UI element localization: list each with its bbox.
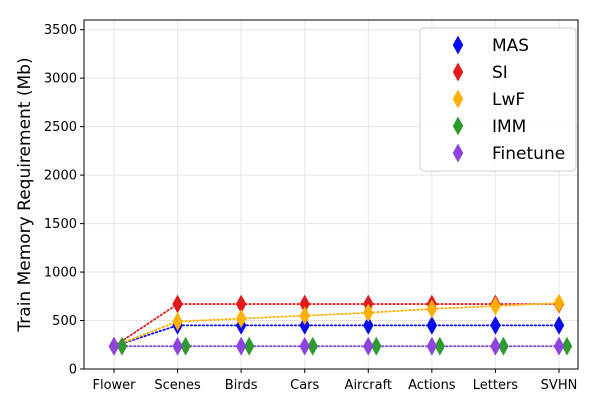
marker-imm-cars bbox=[307, 336, 318, 356]
x-tick-label-actions: Actions bbox=[408, 378, 456, 393]
x-axis: Flower Scenes Birds Cars Aircraft Actions Lett… bbox=[92, 369, 577, 393]
marker-imm-birds bbox=[243, 336, 255, 356]
x-tick-label-letters: Letters bbox=[473, 378, 519, 393]
legend-marker-si bbox=[452, 62, 464, 82]
x-tick-label-flower: Flower bbox=[92, 378, 136, 393]
marker-finetune-aircraft bbox=[363, 336, 374, 356]
marker-finetune-svhn bbox=[553, 336, 565, 356]
marker-imm-actions bbox=[434, 336, 446, 356]
marker-lwf-aircraft bbox=[363, 303, 374, 323]
marker-finetune-cars bbox=[299, 336, 310, 356]
y-axis-label: Train Memory Requirement (Mb) bbox=[15, 57, 35, 332]
legend: MAS SI LwF IMM Finetune bbox=[419, 27, 577, 172]
marker-imm-flower bbox=[116, 336, 128, 356]
marker-finetune-flower bbox=[108, 336, 120, 356]
marker-lwf-scenes bbox=[172, 311, 183, 332]
marker-mas-svhn bbox=[553, 315, 565, 335]
y-tick-label: 0 bbox=[69, 363, 77, 378]
marker-lwf-actions bbox=[426, 299, 438, 319]
y-tick-label: 1500 bbox=[44, 217, 77, 232]
x-tick-label-svhn: SVHN bbox=[541, 378, 578, 393]
x-tick-label-cars: Cars bbox=[290, 378, 319, 393]
y-tick-label: 3000 bbox=[44, 72, 77, 87]
legend-marker-mas bbox=[452, 35, 464, 55]
marker-finetune-birds bbox=[235, 336, 247, 356]
legend-label-finetune: Finetune bbox=[492, 144, 565, 164]
marker-mas-letters bbox=[490, 315, 501, 335]
marker-finetune-scenes bbox=[172, 336, 183, 356]
marker-mas-cars bbox=[299, 315, 310, 335]
series-line-lwf bbox=[113, 302, 560, 348]
marker-mas-aircraft bbox=[363, 315, 374, 335]
legend-label-si: SI bbox=[492, 63, 508, 83]
marker-si-scenes bbox=[172, 294, 183, 314]
series-line-si bbox=[113, 303, 560, 348]
marker-finetune-actions bbox=[426, 336, 438, 356]
series-line-mas bbox=[113, 324, 560, 348]
y-tick-label: 3500 bbox=[44, 23, 77, 38]
plot-frame bbox=[83, 19, 579, 370]
marker-imm-letters bbox=[498, 336, 509, 356]
y-tick-label: 2000 bbox=[44, 169, 77, 184]
x-tick-label-aircraft: Aircraft bbox=[345, 378, 392, 393]
marker-lwf-cars bbox=[299, 306, 310, 326]
marker-lwf-svhn bbox=[553, 293, 565, 313]
x-tick-label-scenes: Scenes bbox=[154, 378, 201, 393]
legend-label-lwf: LwF bbox=[492, 90, 525, 110]
marker-imm-aircraft bbox=[371, 336, 382, 356]
y-tick-label: 500 bbox=[52, 314, 77, 329]
series-markers bbox=[108, 293, 573, 356]
marker-imm-scenes bbox=[180, 336, 191, 356]
legend-marker-imm bbox=[452, 116, 464, 136]
legend-marker-finetune bbox=[452, 143, 464, 163]
y-tick-label: 1000 bbox=[44, 266, 77, 281]
x-tick-label-birds: Birds bbox=[225, 378, 258, 393]
legend-label-imm: IMM bbox=[492, 117, 526, 137]
marker-finetune-letters bbox=[490, 336, 501, 356]
y-axis: 0 500 1000 1500 2000 2500 3000 3500 bbox=[44, 23, 84, 378]
legend-label-mas: MAS bbox=[492, 36, 529, 56]
marker-mas-actions bbox=[426, 315, 438, 335]
marker-lwf-birds bbox=[235, 309, 247, 329]
marker-imm-svhn bbox=[561, 336, 573, 356]
legend-box bbox=[419, 27, 577, 172]
y-tick-label: 2500 bbox=[44, 120, 77, 135]
marker-lwf-letters bbox=[490, 296, 501, 316]
legend-marker-lwf bbox=[452, 89, 464, 109]
